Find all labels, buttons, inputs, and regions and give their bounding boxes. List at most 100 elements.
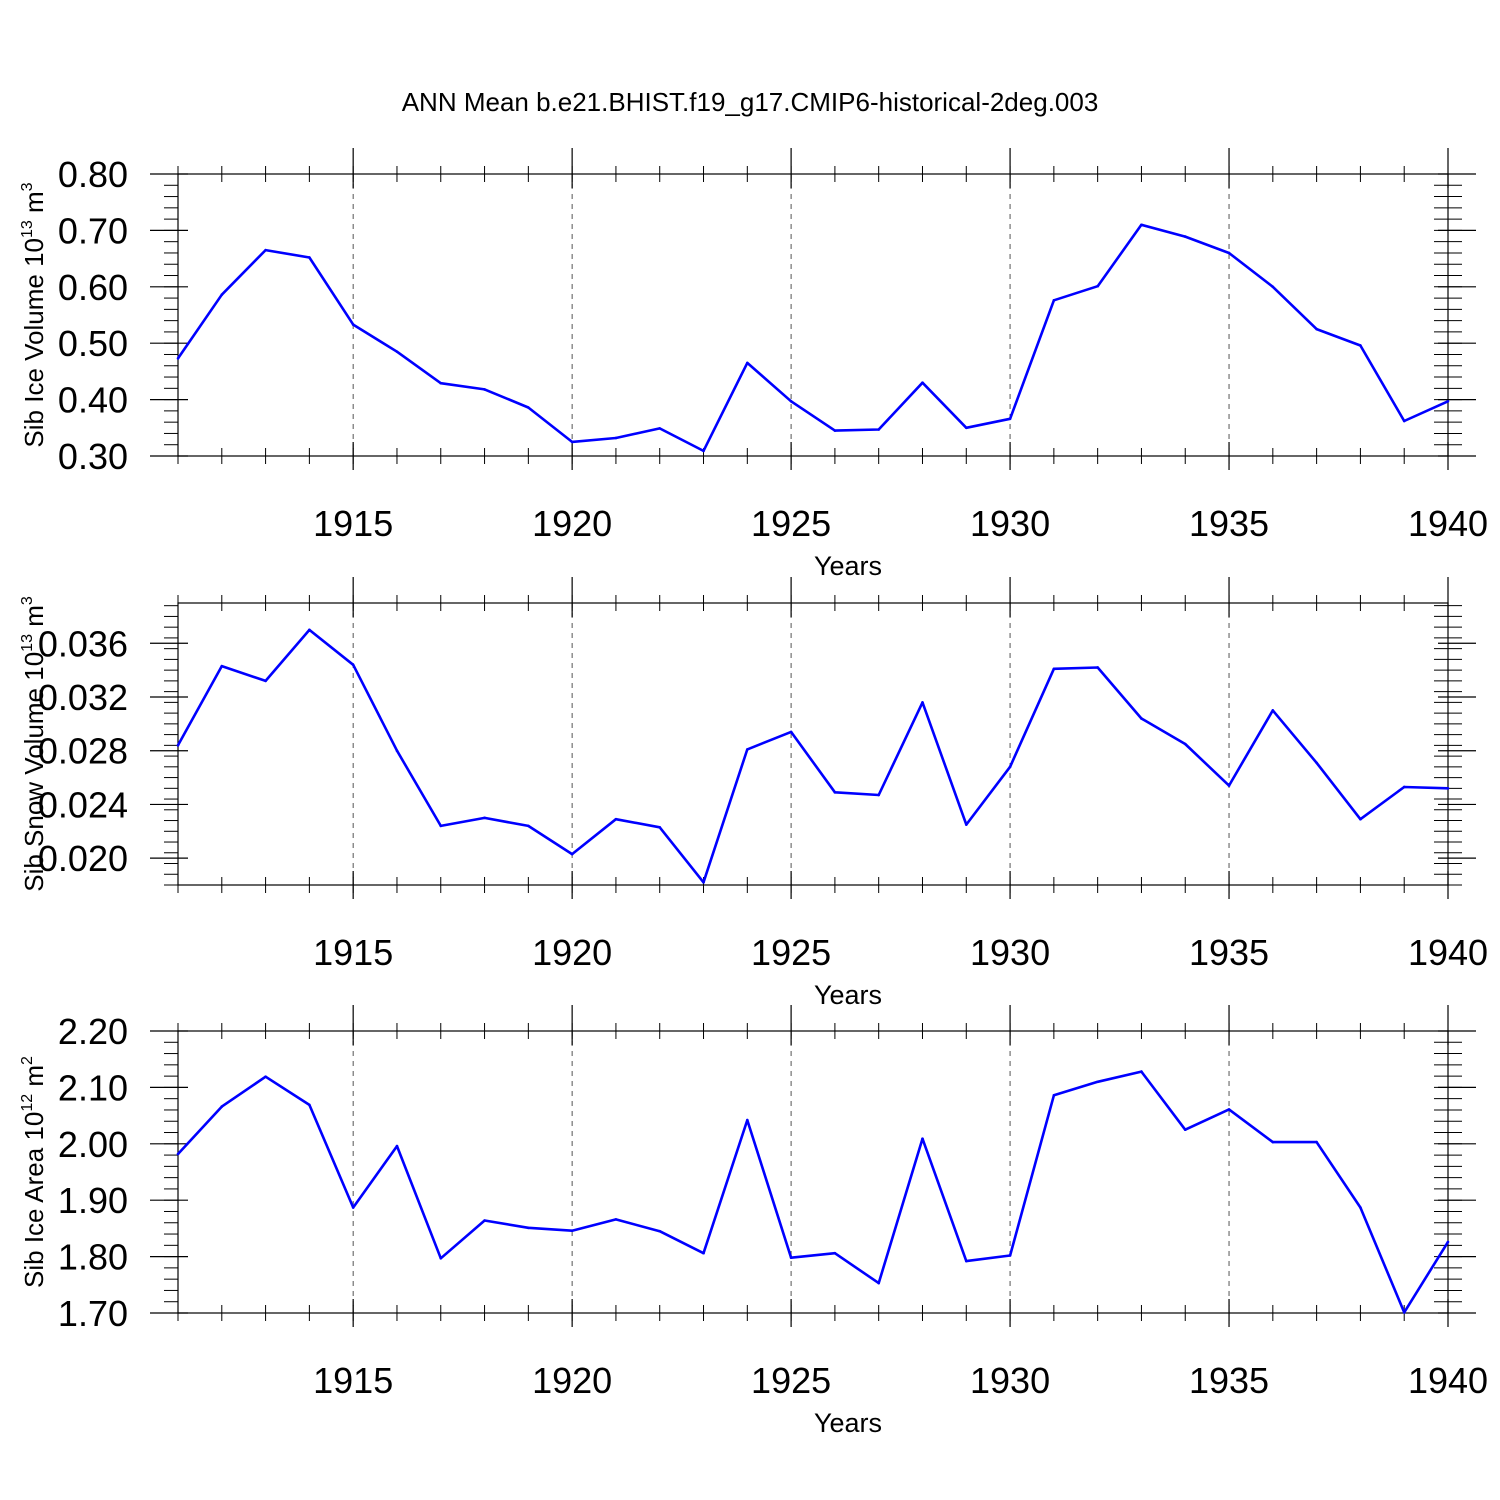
- data-point: [351, 1206, 355, 1209]
- x-tick-label: 1935: [1189, 503, 1269, 544]
- data-point: [308, 628, 311, 632]
- data-point: [176, 1152, 180, 1156]
- x-tick-label: 1920: [532, 932, 612, 973]
- data-point: [395, 350, 399, 353]
- data-point: [1008, 765, 1012, 769]
- x-tick-label: 1930: [970, 932, 1050, 973]
- x-tick-label: 1940: [1408, 503, 1488, 544]
- data-point: [877, 1281, 880, 1285]
- y-tick-label: 0.024: [38, 784, 128, 825]
- data-point: [1271, 1140, 1275, 1144]
- data-point: [1271, 709, 1275, 712]
- data-point: [921, 701, 924, 704]
- plot-frame: [177, 602, 1449, 886]
- data-point: [1183, 742, 1187, 746]
- data-point: [1271, 285, 1275, 289]
- x-tick-label: 1915: [313, 1360, 393, 1401]
- x-tick-label: 1940: [1408, 1360, 1488, 1401]
- data-point: [614, 436, 618, 440]
- data-point: [833, 429, 837, 432]
- x-tick-label: 1940: [1408, 932, 1488, 973]
- y-tick-label: 0.50: [58, 323, 128, 364]
- data-point: [439, 381, 443, 385]
- data-point: [570, 852, 574, 856]
- y-tick-label: 2.10: [58, 1067, 128, 1108]
- data-point: [1008, 417, 1012, 421]
- data-point: [1140, 717, 1143, 720]
- data-point: [1227, 1108, 1231, 1111]
- data-point: [789, 399, 793, 403]
- data-point: [570, 440, 574, 444]
- data-point: [1359, 1206, 1362, 1209]
- x-tick-label: 1915: [313, 932, 393, 973]
- data-point: [614, 817, 618, 821]
- y-tick-label: 0.032: [38, 677, 128, 718]
- y-axis-label: Sib Snow Volume 1013 m3: [19, 596, 49, 892]
- data-point: [877, 793, 880, 797]
- data-point: [1315, 327, 1318, 331]
- data-point: [264, 1075, 267, 1078]
- data-point: [789, 1256, 793, 1260]
- data-point: [921, 381, 924, 384]
- y-tick-label: 0.60: [58, 267, 128, 308]
- data-point: [1446, 399, 1450, 403]
- data-point: [1227, 784, 1231, 787]
- data-point: [614, 1218, 618, 1221]
- data-point: [1359, 817, 1362, 821]
- data-point: [308, 1103, 311, 1107]
- data-point: [702, 881, 705, 884]
- data-point: [1183, 1128, 1187, 1131]
- data-point: [395, 749, 399, 753]
- y-tick-label: 1.70: [58, 1293, 128, 1334]
- data-point: [1008, 1254, 1012, 1257]
- data-point: [789, 730, 793, 734]
- data-point: [1096, 666, 1099, 669]
- data-point: [483, 816, 486, 820]
- data-point: [176, 744, 180, 747]
- y-tick-label: 2.20: [58, 1011, 128, 1052]
- x-axis-label: Years: [814, 551, 882, 581]
- data-point: [964, 1259, 968, 1263]
- y-tick-label: 0.30: [58, 436, 128, 477]
- y-tick-label: 0.028: [38, 731, 128, 772]
- data-point: [746, 748, 749, 751]
- data-point: [570, 1229, 574, 1232]
- y-tick-label: 1.80: [58, 1237, 128, 1278]
- y-tick-label: 0.70: [58, 210, 128, 251]
- y-axis-label: Sib Ice Volume 1013 m3: [19, 182, 49, 447]
- panel-ice-volume: 1915 1920 1925 1930 1935 1940 Years 0.30 0.40 0.5…: [19, 148, 1488, 581]
- data-point: [1052, 667, 1056, 671]
- data-point: [1052, 1093, 1056, 1097]
- data-point: [1315, 1140, 1318, 1144]
- y-axis-label: Sib Ice Area 1012 m2: [19, 1056, 49, 1288]
- x-tick-label: 1935: [1189, 932, 1269, 973]
- series-line: [176, 223, 1449, 453]
- plot-frame: [177, 173, 1449, 457]
- data-point: [833, 1251, 837, 1255]
- data-point: [921, 1137, 924, 1141]
- data-point: [176, 357, 180, 360]
- y-tick-label: 0.80: [58, 154, 128, 195]
- data-point: [1446, 787, 1450, 790]
- data-point: [527, 824, 530, 828]
- data-point: [220, 293, 224, 296]
- data-point: [264, 248, 267, 252]
- data-point: [1140, 223, 1143, 227]
- data-point: [483, 1219, 486, 1222]
- x-axis-label: Years: [814, 1408, 882, 1438]
- data-point: [483, 388, 486, 391]
- y-tick-label: 0.40: [58, 380, 128, 421]
- data-point: [1446, 1240, 1450, 1244]
- data-point: [351, 663, 355, 667]
- data-point: [746, 361, 749, 365]
- data-point: [1227, 251, 1231, 255]
- data-point: [1052, 299, 1056, 302]
- x-tick-label: 1920: [532, 1360, 612, 1401]
- x-tick-label: 1935: [1189, 1360, 1269, 1401]
- y-tick-label: 0.020: [38, 838, 128, 879]
- x-tick-label: 1925: [751, 1360, 831, 1401]
- data-point: [1096, 1080, 1099, 1084]
- data-point: [1402, 1311, 1406, 1314]
- data-point: [220, 1105, 224, 1108]
